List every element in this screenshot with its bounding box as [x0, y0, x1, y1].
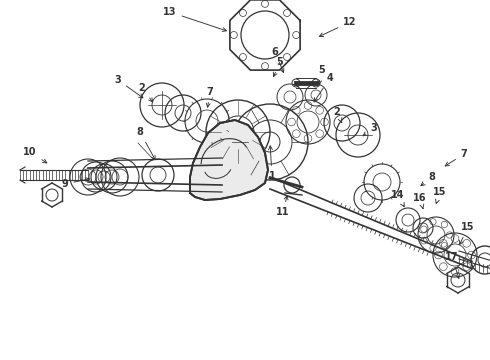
Text: 15: 15: [460, 222, 475, 244]
Text: 7: 7: [206, 87, 213, 107]
Text: 11: 11: [276, 196, 290, 217]
Text: 8: 8: [421, 172, 436, 186]
Text: 13: 13: [163, 7, 226, 31]
Text: 5: 5: [273, 57, 283, 77]
Text: 4: 4: [314, 73, 333, 102]
Text: 10: 10: [23, 147, 47, 163]
Text: 3: 3: [115, 75, 143, 98]
Text: 6: 6: [271, 47, 284, 72]
Text: 14: 14: [391, 190, 405, 207]
Text: 12: 12: [319, 17, 357, 36]
Text: 8: 8: [137, 127, 155, 160]
Text: 7: 7: [445, 149, 467, 166]
Text: 9: 9: [62, 178, 89, 189]
Text: 3: 3: [363, 123, 377, 136]
Text: 1: 1: [269, 146, 275, 181]
Text: 2: 2: [334, 107, 342, 122]
Text: 17: 17: [445, 252, 460, 278]
Text: 15: 15: [433, 187, 447, 203]
Text: 2: 2: [139, 83, 153, 102]
PathPatch shape: [190, 120, 268, 200]
Text: 5: 5: [318, 65, 325, 84]
Text: 16: 16: [413, 193, 427, 209]
